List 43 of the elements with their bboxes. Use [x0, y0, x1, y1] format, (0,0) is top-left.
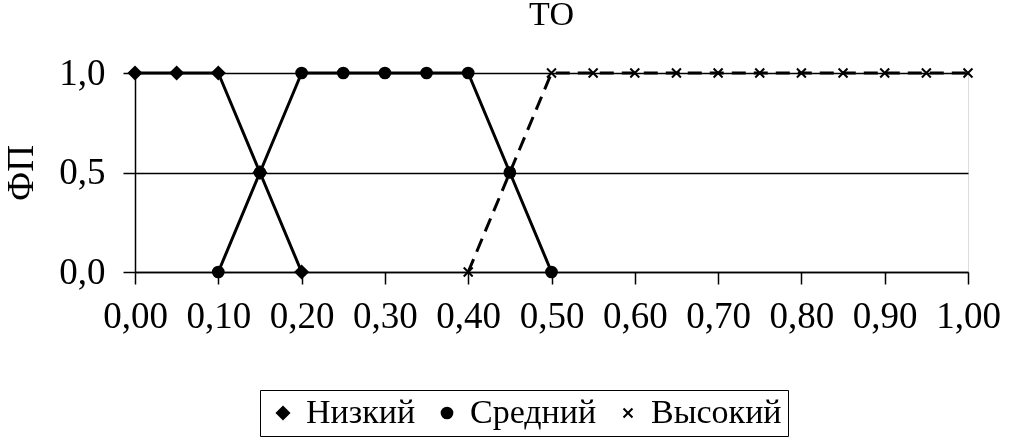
point — [545, 265, 558, 279]
x-tick-label: 0,20 — [269, 294, 335, 336]
legend-label: Средний — [470, 393, 597, 430]
point — [670, 67, 682, 79]
point — [253, 166, 267, 179]
point — [295, 66, 308, 80]
point — [336, 66, 350, 80]
chart-title: ТО — [529, 0, 574, 32]
x-tick-label: 0,00 — [103, 294, 168, 336]
x-tick-label: 0,90 — [852, 294, 918, 336]
x-tick-label: 0,10 — [186, 294, 252, 336]
x-tick-label: 0,70 — [686, 294, 751, 336]
point — [211, 265, 225, 279]
point — [629, 67, 641, 79]
point — [462, 266, 474, 278]
point — [169, 65, 184, 81]
x-tick-label: 0,60 — [602, 294, 668, 336]
x-tick-label: 0,30 — [353, 294, 418, 336]
point — [211, 65, 226, 81]
x-tick-label: 0,80 — [769, 294, 835, 336]
y-tick-label: 1,0 — [59, 51, 106, 93]
point — [879, 67, 891, 79]
x-tick-label: 1,00 — [936, 294, 1001, 336]
point — [712, 67, 724, 79]
point — [795, 67, 807, 79]
x-tick-label: 0,50 — [519, 294, 585, 336]
point — [378, 66, 392, 80]
point — [837, 67, 849, 79]
point — [294, 264, 309, 280]
point — [461, 66, 475, 80]
point — [754, 67, 766, 79]
point — [420, 66, 433, 80]
x-tick-label: 0,40 — [436, 294, 502, 336]
point — [962, 67, 974, 79]
y-tick-label: 0,0 — [59, 250, 106, 292]
point — [920, 67, 932, 79]
point — [127, 65, 143, 81]
y-axis-title: ФП — [0, 145, 42, 201]
point — [546, 67, 557, 79]
legend-label: Низкий — [306, 393, 416, 430]
legend-label: Высокий — [651, 393, 782, 430]
y-tick-label: 0,5 — [59, 151, 106, 192]
point — [587, 67, 599, 79]
